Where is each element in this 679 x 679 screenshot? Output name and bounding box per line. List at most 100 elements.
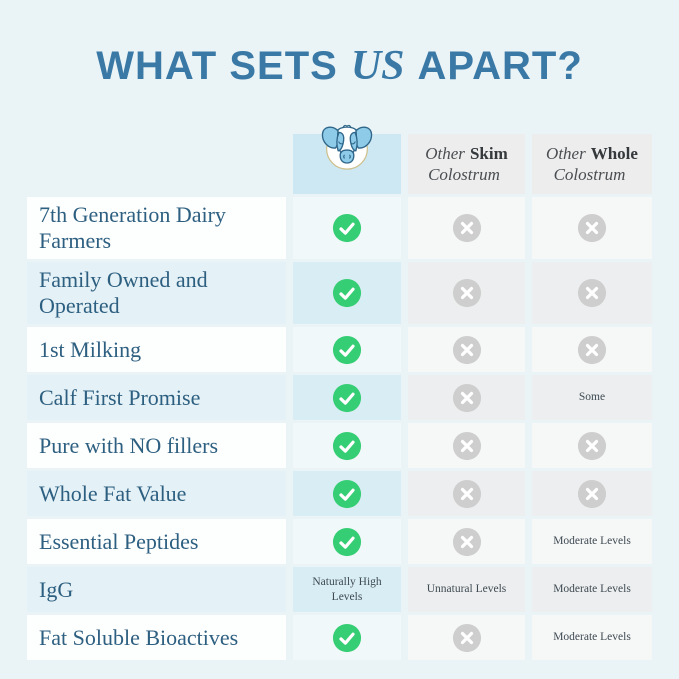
row-label-cell: Family Owned and Operated xyxy=(27,262,286,325)
row-label: Fat Soluble Bioactives xyxy=(39,624,239,650)
title-pre: WHAT SETS xyxy=(96,44,338,88)
whole-cell xyxy=(532,262,652,325)
skim-cell xyxy=(408,423,525,469)
x-icon xyxy=(452,479,482,509)
skim-cell xyxy=(408,471,525,517)
whole-cell xyxy=(532,197,652,260)
cell-text: Moderate Levels xyxy=(553,535,631,548)
title-emphasis: US xyxy=(350,43,405,89)
table-row: Calf First Promise Some xyxy=(27,375,652,421)
x-icon xyxy=(452,623,482,653)
row-label: Calf First Promise xyxy=(39,384,201,410)
brand-cell xyxy=(293,615,401,661)
table-header: Other Skim Colostrum Other Whole Colostr… xyxy=(27,125,652,195)
x-icon xyxy=(452,278,482,308)
whole-cell xyxy=(532,423,652,469)
cell-text: Moderate Levels xyxy=(553,631,631,644)
row-label-cell: 1st Milking xyxy=(27,327,286,373)
x-icon xyxy=(577,213,607,243)
brand-cell xyxy=(293,262,401,325)
whole-header-line2: Colostrum xyxy=(554,164,631,185)
table-row: Family Owned and Operated xyxy=(27,262,652,325)
check-icon xyxy=(332,335,362,365)
row-label-cell: Fat Soluble Bioactives xyxy=(27,615,286,661)
whole-header-line1: Other Whole xyxy=(546,143,638,164)
row-label: 7th Generation Dairy Farmers xyxy=(39,202,226,254)
x-icon xyxy=(452,213,482,243)
x-icon xyxy=(452,335,482,365)
x-icon xyxy=(577,335,607,365)
table-row: 1st Milking xyxy=(27,327,652,373)
title-post: APART? xyxy=(417,44,583,88)
row-label-cell: 7th Generation Dairy Farmers xyxy=(27,197,286,260)
whole-column-header: Other Whole Colostrum xyxy=(532,134,652,195)
row-label: IgG xyxy=(39,576,74,602)
row-label-cell: Essential Peptides xyxy=(27,519,286,565)
check-icon xyxy=(332,383,362,413)
check-icon xyxy=(332,479,362,509)
whole-header-prefix: Other xyxy=(546,144,586,164)
skim-cell xyxy=(408,327,525,373)
whole-header-word: Colostrum xyxy=(553,165,626,185)
x-icon xyxy=(577,278,607,308)
check-icon xyxy=(332,431,362,461)
whole-header-name: Whole xyxy=(590,144,638,164)
table-row: Essential Peptides Moderate Levels xyxy=(27,519,652,565)
row-label: Whole Fat Value xyxy=(39,480,187,506)
check-icon xyxy=(332,527,362,557)
row-label-cell: Calf First Promise xyxy=(27,375,286,421)
x-icon xyxy=(577,431,607,461)
row-label: Essential Peptides xyxy=(39,528,199,554)
brand-cell xyxy=(293,423,401,469)
whole-cell: Moderate Levels xyxy=(532,519,652,565)
table-row: Whole Fat Value xyxy=(27,471,652,517)
x-icon xyxy=(452,431,482,461)
whole-cell: Moderate Levels xyxy=(532,615,652,661)
row-label: Family Owned and Operated xyxy=(39,267,208,319)
brand-cell xyxy=(293,197,401,260)
whole-cell xyxy=(532,327,652,373)
skim-header-prefix: Other xyxy=(425,144,465,164)
cow-icon xyxy=(313,111,381,181)
skim-header-word: Colostrum xyxy=(428,165,500,185)
check-icon xyxy=(332,278,362,308)
x-icon xyxy=(452,383,482,413)
table-row: Fat Soluble Bioactives Moderate Levels xyxy=(27,615,652,661)
skim-header-line1: Other Skim xyxy=(425,143,507,164)
skim-cell xyxy=(408,519,525,565)
skim-header-line2: Colostrum xyxy=(428,164,505,185)
skim-cell xyxy=(408,375,525,421)
skim-cell xyxy=(408,615,525,661)
skim-cell xyxy=(408,197,525,260)
brand-cell xyxy=(293,471,401,517)
cell-text: Naturally High Levels xyxy=(312,575,382,603)
table-body: 7th Generation Dairy Farmers Family Owne… xyxy=(27,197,652,661)
row-label-cell: Pure with NO fillers xyxy=(27,423,286,469)
row-label-cell: IgG xyxy=(27,567,286,613)
row-label: 1st Milking xyxy=(39,336,142,362)
whole-cell: Moderate Levels xyxy=(532,567,652,613)
brand-column-header xyxy=(293,125,401,195)
x-icon xyxy=(577,479,607,509)
skim-cell: Unnatural Levels xyxy=(408,567,525,613)
whole-cell xyxy=(532,471,652,517)
comparison-table: Other Skim Colostrum Other Whole Colostr… xyxy=(27,125,652,661)
cell-text: Unnatural Levels xyxy=(426,583,507,596)
brand-cell xyxy=(293,327,401,373)
whole-cell: Some xyxy=(532,375,652,421)
check-icon xyxy=(332,623,362,653)
row-label-cell: Whole Fat Value xyxy=(27,471,286,517)
x-icon xyxy=(452,527,482,557)
cell-text: Moderate Levels xyxy=(553,583,631,596)
table-row: Pure with NO fillers xyxy=(27,423,652,469)
skim-column-header: Other Skim Colostrum xyxy=(408,134,525,195)
brand-cell xyxy=(293,519,401,565)
page-title: WHAT SETS US APART? xyxy=(0,42,679,90)
skim-cell xyxy=(408,262,525,325)
brand-cell xyxy=(293,375,401,421)
header-spacer xyxy=(27,134,286,194)
table-row: IgG Naturally High Levels Unnatural Leve… xyxy=(27,567,652,613)
brand-cell: Naturally High Levels xyxy=(293,567,401,613)
skim-header-name: Skim xyxy=(469,144,508,164)
